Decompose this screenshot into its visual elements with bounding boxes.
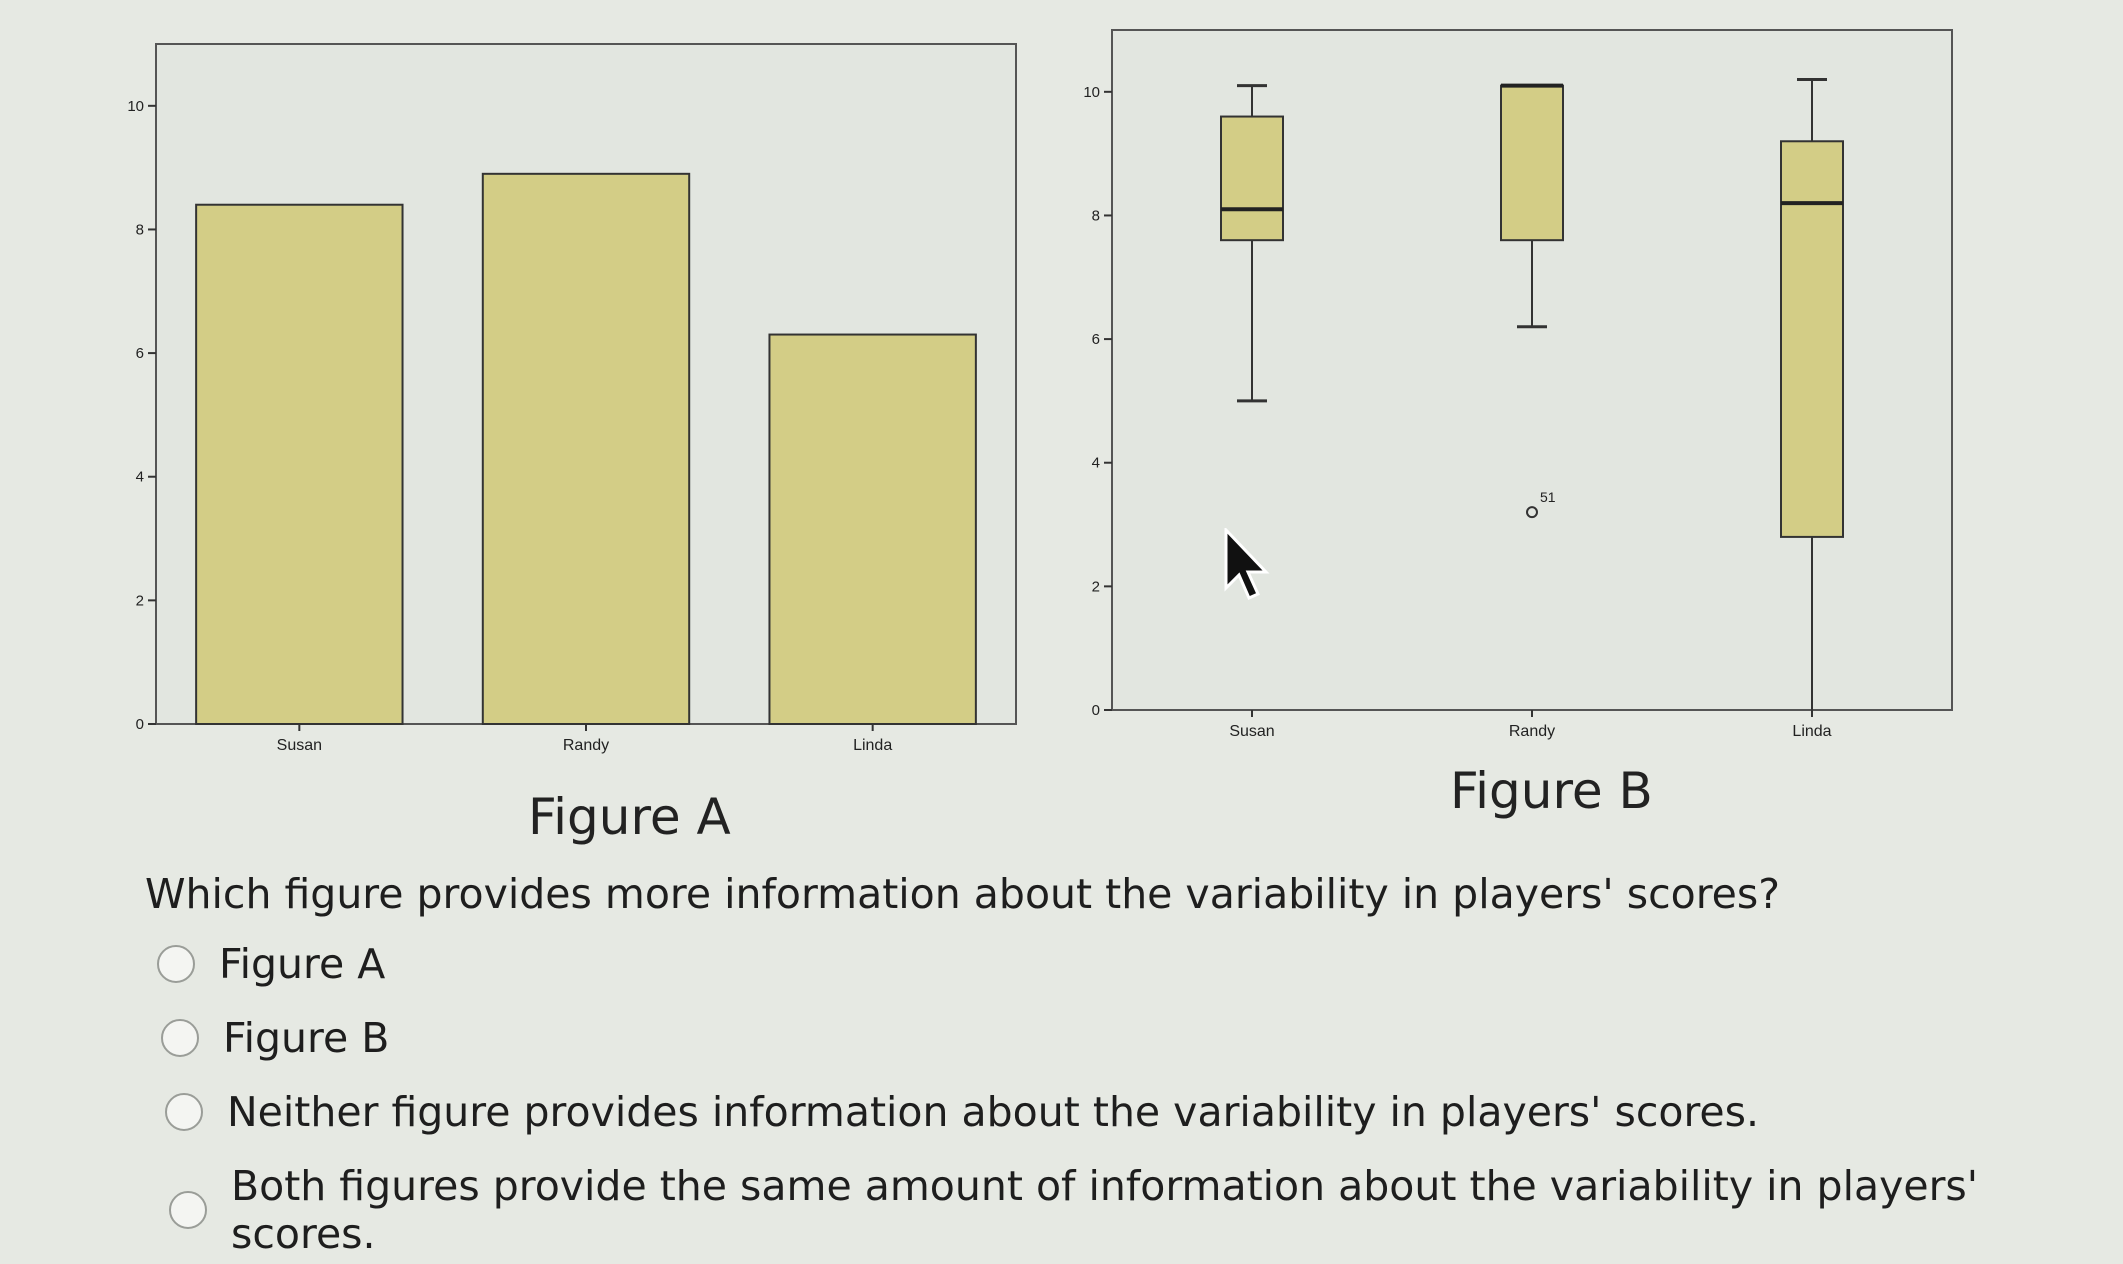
fig-a-x-tick-label: Linda <box>853 737 892 754</box>
fig-a-y-tick-label: 10 <box>127 98 144 115</box>
fig-b-y-tick-label: 10 <box>1083 84 1100 101</box>
fig-a-y-tick-label: 2 <box>136 592 144 609</box>
fig-b-y-tick-label: 2 <box>1092 578 1100 595</box>
question-text: Which figure provides more information a… <box>145 870 1781 918</box>
radio-button[interactable] <box>165 1093 203 1131</box>
option-label: Neither figure provides information abou… <box>227 1088 1760 1136</box>
fig-a-y-tick-label: 4 <box>136 469 144 486</box>
radio-button[interactable] <box>157 945 195 983</box>
fig-b-y-tick-label: 0 <box>1092 702 1100 719</box>
figure-a-bar-chart: 0 2 4 6 8 10 Susan Randy Linda <box>127 43 1017 754</box>
option-label: Figure A <box>219 940 386 988</box>
radio-button[interactable] <box>161 1019 199 1057</box>
bar-randy <box>481 172 691 725</box>
fig-b-y-tick-label: 6 <box>1092 331 1100 348</box>
box-susan <box>1220 115 1284 242</box>
option-both-same[interactable]: Both figures provide the same amount of … <box>169 1162 2123 1258</box>
option-label: Both figures provide the same amount of … <box>231 1162 1979 1258</box>
fig-a-y-tick-label: 6 <box>136 345 144 362</box>
fig-b-y-tick-label: 4 <box>1092 455 1100 472</box>
figure-b-box-plot: 0 2 4 6 8 10 Susan Randy Linda 51 <box>1083 29 1953 740</box>
figure-a-caption: Figure A <box>528 788 731 846</box>
mouse-pointer-icon <box>1224 528 1270 600</box>
fig-b-x-tick-label: Randy <box>1509 723 1555 740</box>
figure-b-caption: Figure B <box>1450 762 1653 820</box>
box-randy <box>1500 84 1564 242</box>
radio-button[interactable] <box>169 1191 207 1229</box>
outlier-point <box>1526 506 1538 519</box>
fig-b-x-tick-label: Linda <box>1792 723 1831 740</box>
option-figure-a[interactable]: Figure A <box>157 940 385 988</box>
option-label: Figure B <box>223 1014 390 1062</box>
outlier-label: 51 <box>1540 489 1556 505</box>
option-figure-b[interactable]: Figure B <box>161 1014 389 1062</box>
fig-a-x-tick-label: Susan <box>277 737 322 754</box>
fig-a-y-tick-label: 8 <box>136 221 144 238</box>
option-neither[interactable]: Neither figure provides information abou… <box>165 1088 1759 1136</box>
bar-linda <box>768 333 977 725</box>
fig-b-y-tick-label: 8 <box>1092 207 1100 224</box>
fig-a-x-tick-label: Randy <box>563 737 609 754</box>
box-linda <box>1780 140 1844 538</box>
fig-a-y-tick-label: 0 <box>136 716 144 733</box>
fig-b-x-tick-label: Susan <box>1229 723 1274 740</box>
bar-susan <box>195 203 404 725</box>
